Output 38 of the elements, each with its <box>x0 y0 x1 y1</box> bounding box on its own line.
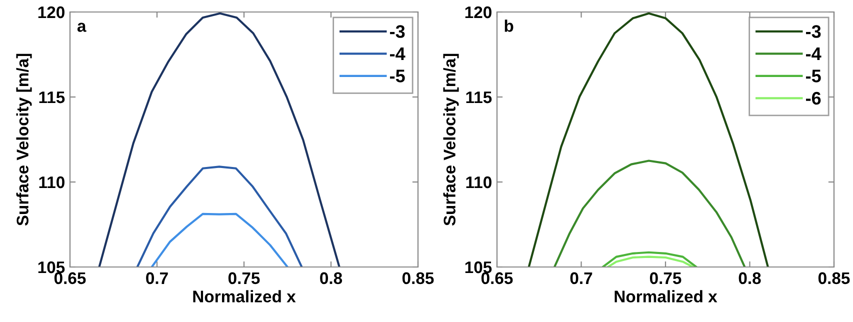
y-tick-label: 105 <box>38 261 65 274</box>
y-tick-label: 105 <box>465 261 492 274</box>
line-series <box>136 166 303 267</box>
legend-label: -5 <box>390 70 405 82</box>
legend-label: -3 <box>390 25 405 38</box>
line-series <box>528 12 769 267</box>
legend-label: -4 <box>390 48 406 60</box>
x-tick-label: 0.8 <box>320 272 342 284</box>
x-axis-title: Normalized x <box>614 290 718 302</box>
x-tick-label: 0.65 <box>54 272 86 284</box>
line-series <box>602 251 698 267</box>
x-tick-label: 0.75 <box>228 272 260 284</box>
y-tick-label: 110 <box>39 176 64 188</box>
y-tick-label: 120 <box>38 6 64 18</box>
line-series <box>553 160 746 267</box>
y-axis-title: Surface Velocity [m/a] <box>443 54 459 226</box>
chart-title: a <box>77 22 86 32</box>
legend-label: -3 <box>806 25 821 38</box>
x-axis-title: Normalized x <box>193 290 296 302</box>
line-series <box>150 212 289 267</box>
x-tick-label: 0.8 <box>738 272 761 284</box>
y-tick-label: 110 <box>466 176 492 188</box>
y-axis-title: Surface Velocity [m/a] <box>16 54 32 226</box>
legend-label: -6 <box>806 92 821 105</box>
x-tick-label: 0.85 <box>402 272 434 284</box>
y-tick-label: 115 <box>39 92 65 104</box>
legend-label: -4 <box>806 48 822 60</box>
line-series <box>98 12 340 267</box>
x-tick-label: 0.85 <box>818 272 850 284</box>
x-tick-label: 0.75 <box>650 272 682 284</box>
line-series <box>606 256 694 267</box>
legend-label: -5 <box>806 70 821 82</box>
x-tick-label: 0.65 <box>481 272 513 284</box>
x-tick-label: 0.7 <box>570 272 592 284</box>
y-tick-label: 115 <box>466 92 492 104</box>
y-tick-label: 120 <box>465 6 492 18</box>
x-tick-label: 0.7 <box>146 272 168 284</box>
chart-title: b <box>504 20 514 32</box>
